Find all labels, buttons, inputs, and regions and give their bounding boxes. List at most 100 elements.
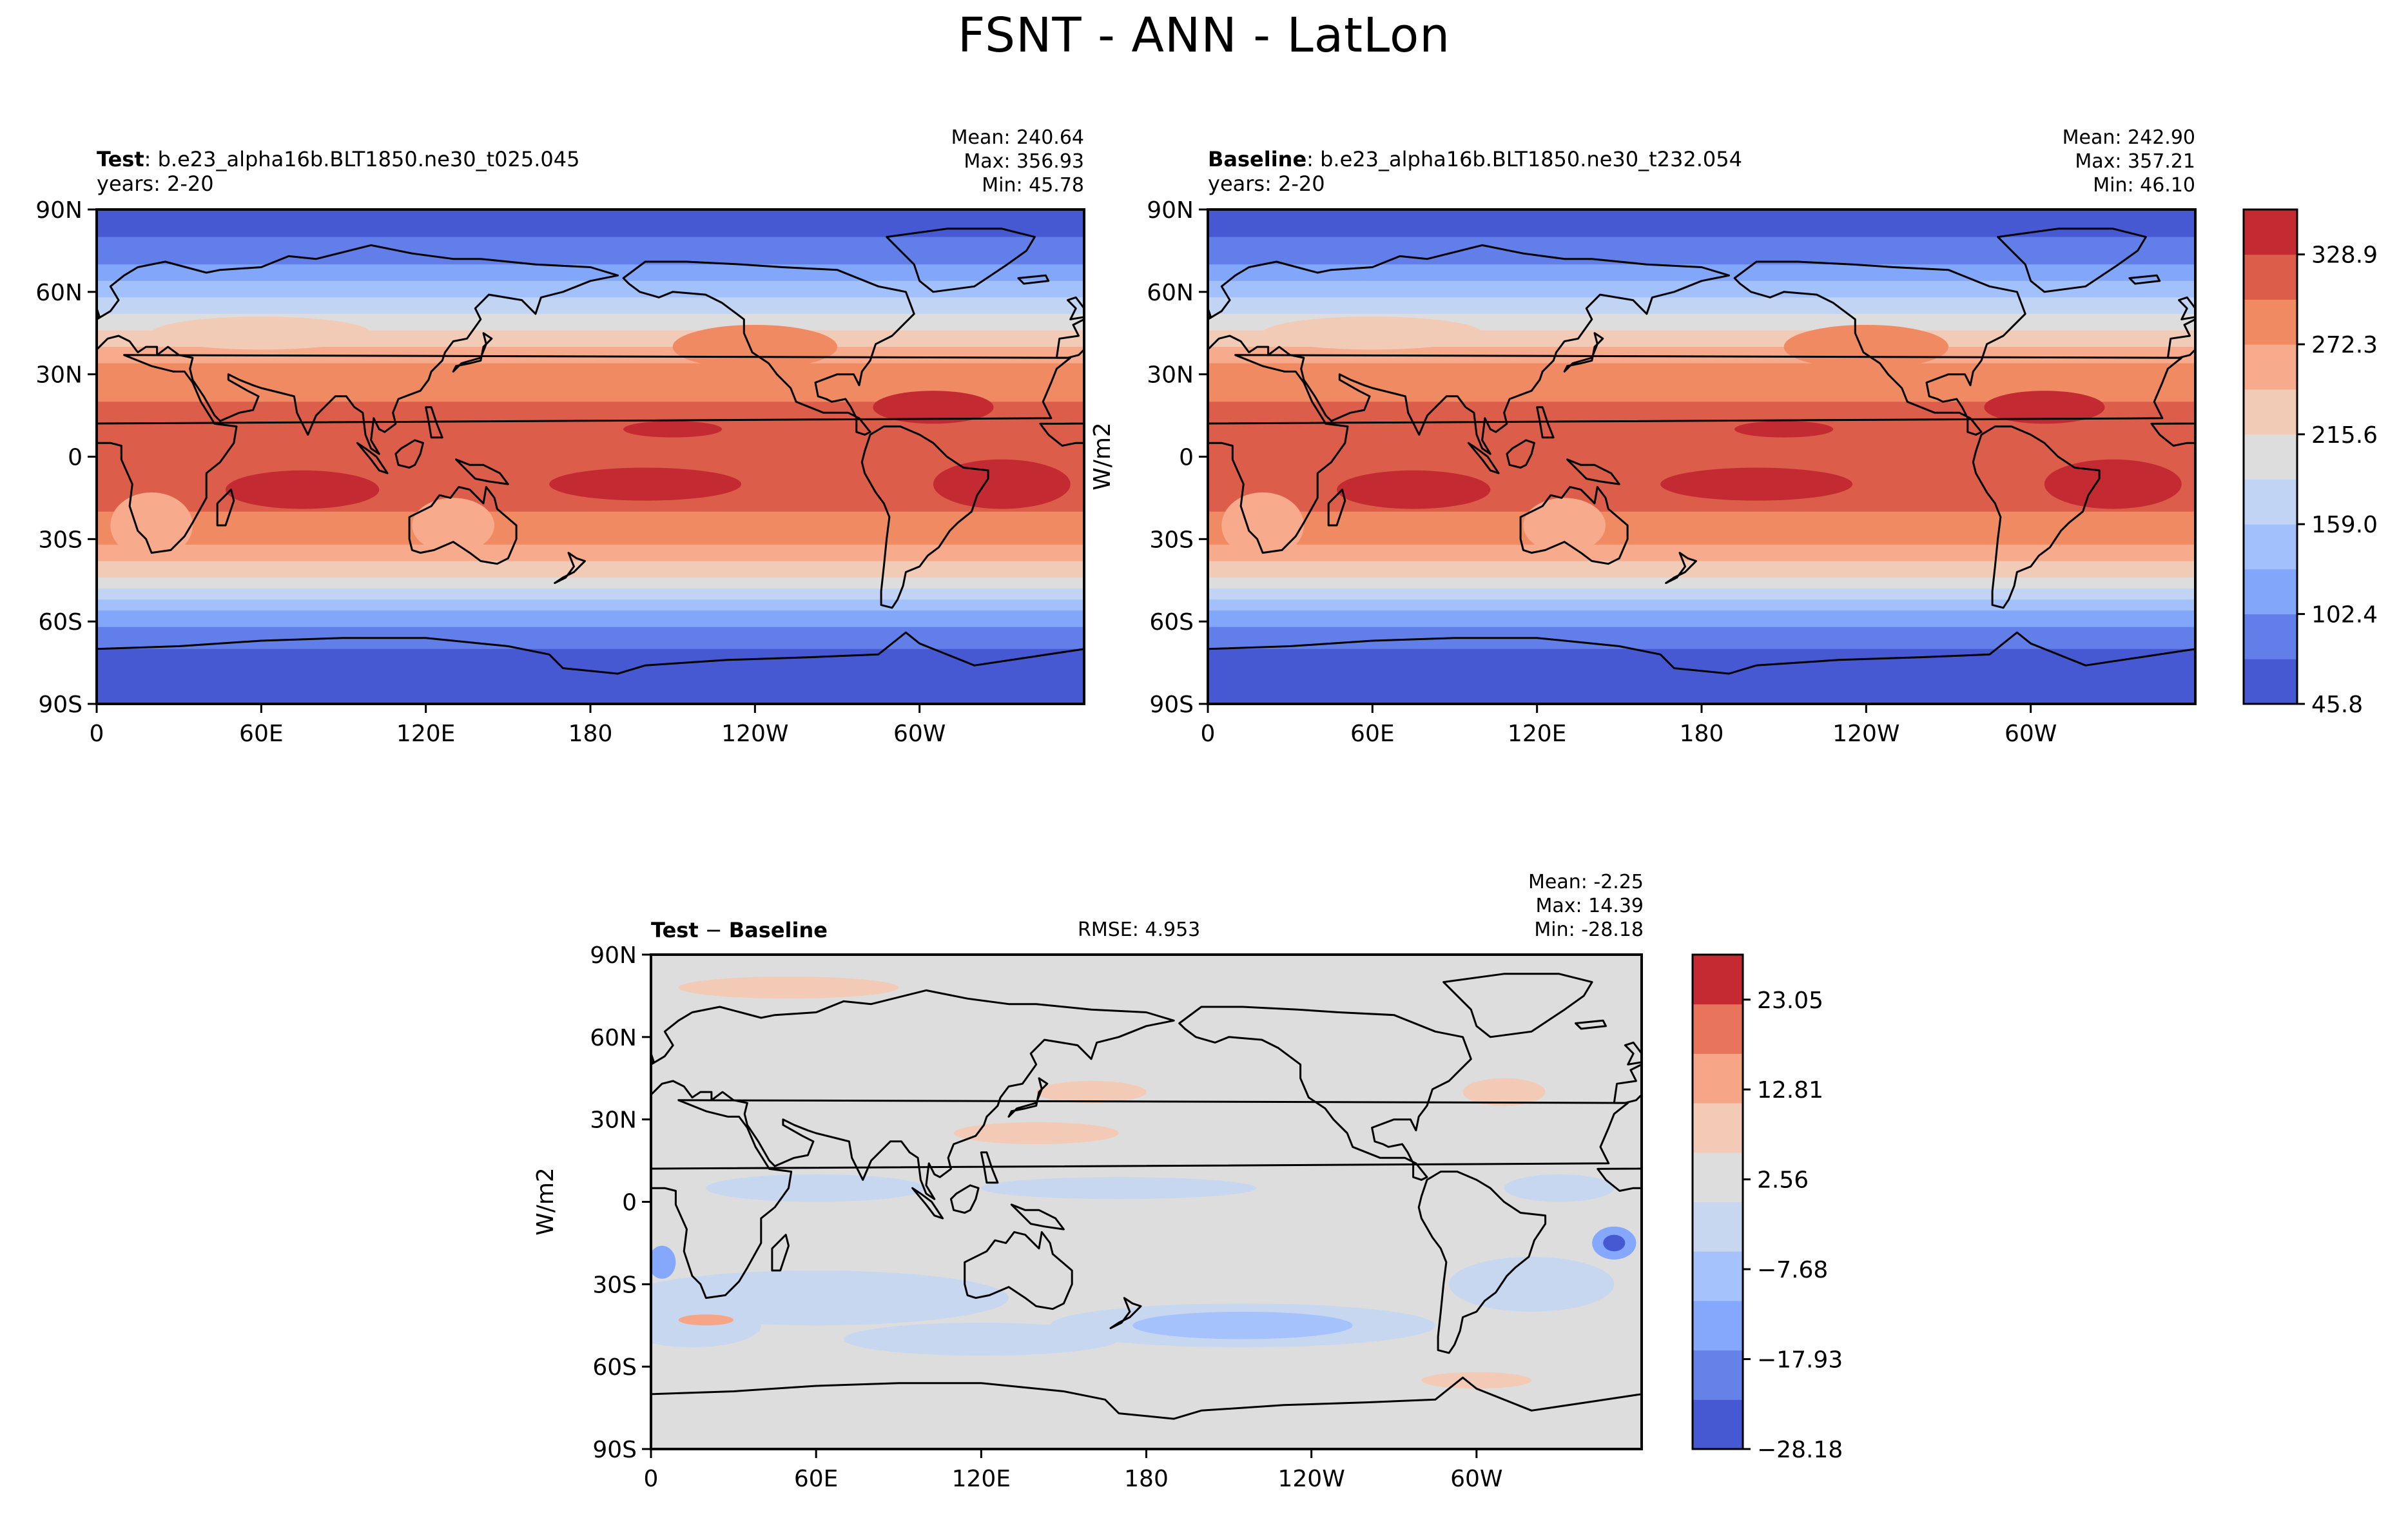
- field-band: [1208, 215, 2195, 222]
- field-band: [97, 297, 1084, 304]
- field-band: [1208, 374, 2195, 381]
- diff-cb-level: [1693, 1251, 1743, 1301]
- field-band: [97, 462, 1084, 469]
- diff-cb-tick-label: −17.93: [1757, 1347, 1843, 1374]
- figure-title: FSNT - ANN - LatLon: [957, 8, 1451, 63]
- diff-rmse: RMSE: 4.953: [1078, 919, 1201, 941]
- diff-cb-level: [1693, 1300, 1743, 1351]
- field-band: [97, 231, 1084, 238]
- field-band: [97, 363, 1084, 370]
- field-blob: [672, 324, 838, 369]
- field-band: [1208, 605, 2195, 612]
- land-australia: [408, 485, 518, 565]
- diff-cb-level: [1693, 1103, 1743, 1153]
- test-xtick-label: 120E: [396, 721, 455, 747]
- baseline-ytick-label: 60N: [1147, 280, 1194, 306]
- field-band: [1208, 456, 2195, 463]
- land-greenland: [1442, 973, 1593, 1038]
- field-band: [97, 692, 1084, 699]
- test-xtick-label: 60W: [893, 721, 946, 747]
- field-band: [1208, 413, 2195, 419]
- land-japan: [1563, 332, 1604, 373]
- field-band: [97, 308, 1084, 315]
- field-band: [97, 687, 1084, 694]
- land-antarctica: [1208, 631, 2195, 704]
- land-borneo: [949, 1184, 980, 1214]
- field-band: [97, 396, 1084, 403]
- field-band: [97, 681, 1084, 688]
- field-patch: [678, 977, 899, 999]
- field-band: [97, 643, 1084, 650]
- land-madagascar: [1327, 489, 1346, 527]
- field-band: [1208, 358, 2195, 364]
- baseline-xtick-label: 60E: [1350, 721, 1395, 747]
- abs-cb-frame: [2242, 208, 2298, 705]
- test-years: years: 2-20: [97, 171, 214, 196]
- field-band: [1208, 237, 2195, 244]
- field-band: [1208, 676, 2195, 683]
- test-ytick-label: 90S: [38, 692, 83, 718]
- land-uk-wrap: [2178, 296, 2195, 320]
- field-band: [1208, 248, 2195, 255]
- land-uk: [1208, 306, 1212, 318]
- land-samerica: [1417, 1171, 1547, 1354]
- land-eurasia: [1208, 244, 1731, 455]
- field-band: [97, 616, 1084, 623]
- field-band: [1208, 500, 2195, 507]
- field-band: [97, 302, 1084, 309]
- land-madagascar: [771, 1234, 790, 1272]
- test-xtick-label: 180: [568, 721, 613, 747]
- field-band: [1208, 258, 2195, 266]
- baseline-ytick-label: 30N: [1147, 362, 1194, 389]
- field-band: [97, 374, 1084, 381]
- field-band: [97, 676, 1084, 683]
- field-band: [1208, 577, 2195, 584]
- land-antarctica: [651, 1376, 1642, 1449]
- field-band: [1208, 654, 2195, 661]
- field-blob: [412, 498, 495, 553]
- field-band: [1208, 539, 2195, 545]
- diff-cb-level: [1693, 1399, 1743, 1450]
- test-name: Test: [97, 147, 144, 171]
- diff-cb-level: [1693, 955, 1743, 1005]
- field-band: [97, 550, 1084, 556]
- land-uk: [651, 1051, 655, 1064]
- field-band: [97, 561, 1084, 567]
- diff-dash: −: [704, 918, 723, 942]
- land-newguinea: [455, 458, 509, 485]
- field-band: [1208, 698, 2195, 704]
- abs-cb-tick-label: 159.0: [2311, 512, 2378, 538]
- field-band: [1208, 511, 2195, 518]
- field-band: [97, 654, 1084, 661]
- field-band: [97, 698, 1084, 704]
- field-band: [1208, 440, 2195, 447]
- field-band: [1208, 297, 2195, 304]
- field-band: [97, 215, 1084, 222]
- field-band: [1208, 610, 2195, 617]
- land-namerica: [1178, 1006, 1472, 1181]
- field-band: [97, 445, 1084, 452]
- land-sumatra: [1467, 442, 1500, 474]
- field-band: [1208, 566, 2195, 573]
- field-band: [97, 280, 1084, 287]
- field-band: [97, 391, 1084, 397]
- diff-ytick-label: 0: [622, 1190, 637, 1216]
- field-band: [97, 402, 1084, 408]
- field-band: [1208, 462, 2195, 469]
- field-band: [1208, 242, 2195, 249]
- baseline-xtick-label: 0: [1201, 721, 1216, 747]
- diff-xtick-label: 0: [644, 1466, 659, 1492]
- land-nz: [1109, 1297, 1142, 1329]
- land-newguinea: [1010, 1203, 1065, 1231]
- land-japan: [1007, 1077, 1049, 1118]
- baseline-min: Min: 46.10: [2093, 174, 2195, 197]
- diff-cb-tick-label: 23.05: [1757, 988, 1823, 1014]
- field-band: [1208, 594, 2195, 601]
- baseline-xtick-label: 180: [1680, 721, 1724, 747]
- test-ytick-label: 90N: [35, 197, 83, 224]
- test-min: Min: 45.78: [982, 174, 1084, 197]
- test-map: [97, 209, 1084, 704]
- field-band: [1208, 627, 2195, 634]
- diff-cb-tick-label: 2.56: [1757, 1167, 1809, 1194]
- field-band: [97, 258, 1084, 266]
